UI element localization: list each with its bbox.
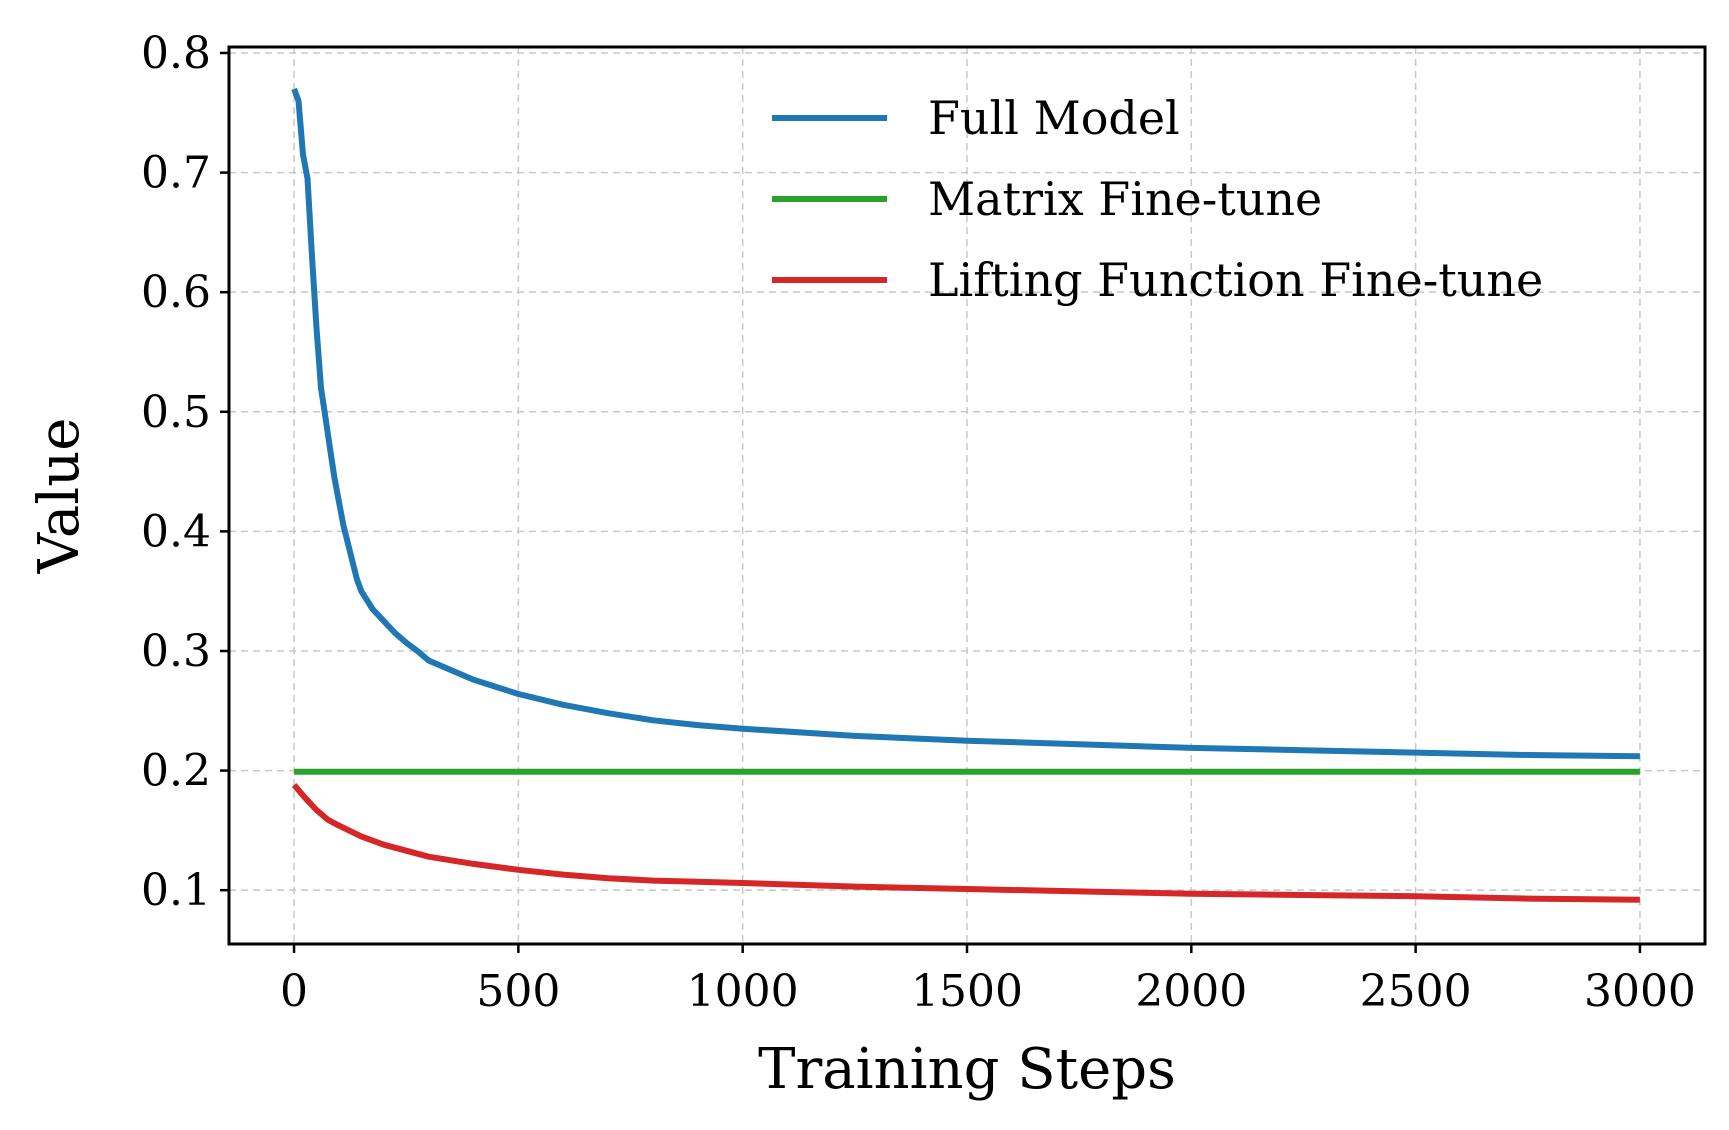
y-tick-label: 0.8 <box>141 28 211 79</box>
y-tick-label: 0.7 <box>141 148 211 199</box>
y-tick-label: 0.6 <box>141 267 211 318</box>
x-tick-label: 2500 <box>1360 966 1472 1017</box>
x-axis-label: Training Steps <box>758 1037 1176 1102</box>
x-tick-label: 3000 <box>1584 966 1696 1017</box>
legend: Full Model Matrix Fine-tune Lifting Functi… <box>772 91 1543 307</box>
x-axis-ticks: 0 500 1000 1500 2000 2500 3000 <box>280 944 1696 1017</box>
x-tick-label: 1000 <box>687 966 799 1017</box>
y-tick-label: 0.3 <box>141 626 211 677</box>
series-line-1 <box>291 87 1640 760</box>
y-axis-ticks: 0.1 0.2 0.3 0.4 0.5 0.6 0.7 0.8 <box>141 28 229 916</box>
y-tick-label: 0.4 <box>141 506 211 557</box>
series-lines <box>291 87 1640 903</box>
x-tick-label: 0 <box>280 966 308 1017</box>
y-tick-label: 0.5 <box>141 387 211 438</box>
legend-label: Lifting Function Fine-tune <box>928 253 1543 307</box>
legend-label: Matrix Fine-tune <box>928 172 1322 226</box>
legend-label: Full Model <box>928 91 1180 145</box>
y-tick-label: 0.1 <box>141 865 211 916</box>
grid-lines <box>229 47 1705 944</box>
y-tick-label: 0.2 <box>141 746 211 797</box>
x-tick-label: 2000 <box>1135 966 1247 1017</box>
series-line-3 <box>291 782 1640 903</box>
x-tick-label: 1500 <box>911 966 1023 1017</box>
y-axis-label: Value <box>27 418 92 575</box>
x-tick-label: 500 <box>476 966 560 1017</box>
